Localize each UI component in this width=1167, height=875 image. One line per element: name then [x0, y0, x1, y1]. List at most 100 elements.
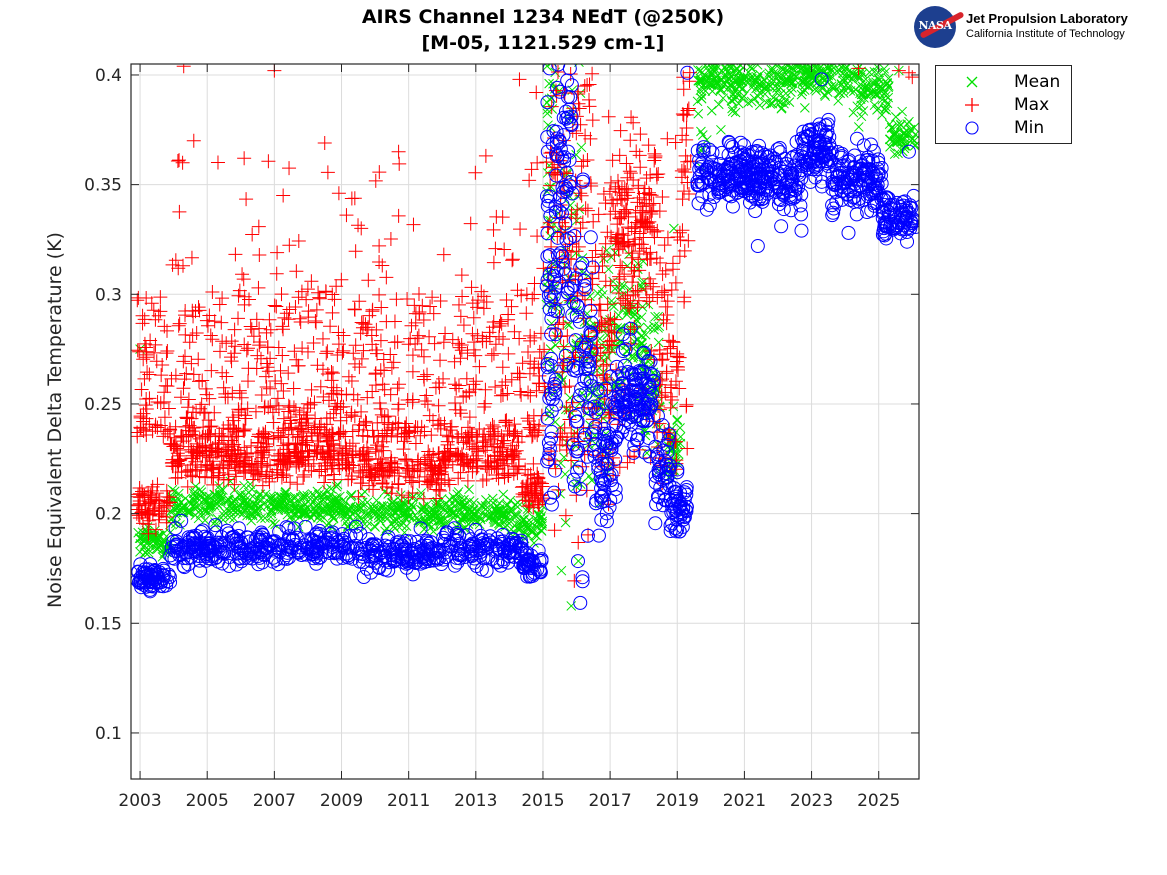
max-marker — [241, 341, 256, 356]
mean-marker — [381, 523, 392, 534]
mean-marker — [811, 85, 822, 96]
jpl-logo: NASA Jet Propulsion Laboratory Californi… — [912, 4, 1162, 48]
mean-marker — [831, 66, 842, 77]
mean-marker — [699, 53, 708, 62]
max-marker — [673, 37, 687, 51]
mean-marker — [494, 514, 505, 525]
max-marker — [433, 353, 448, 368]
mean-marker — [312, 503, 323, 513]
max-marker — [527, 276, 542, 291]
max-marker — [433, 294, 448, 309]
max-marker — [139, 350, 154, 365]
max-marker — [679, 397, 694, 412]
mean-marker — [390, 513, 400, 524]
mean-marker — [265, 498, 275, 509]
max-marker — [551, 482, 566, 497]
mean-marker — [725, 53, 734, 62]
chart-title-block: AIRS Channel 1234 NEdT (@250K) [M-05, 11… — [220, 4, 866, 56]
max-marker — [203, 328, 218, 343]
max-marker — [291, 233, 306, 248]
max-marker — [303, 397, 318, 412]
max-marker — [184, 250, 199, 265]
mean-marker — [544, 52, 553, 61]
mean-marker — [890, 111, 901, 122]
max-marker — [663, 389, 678, 404]
max-marker — [660, 294, 675, 309]
mean-marker — [762, 43, 771, 52]
mean-marker — [447, 508, 457, 519]
max-marker — [164, 456, 179, 471]
max-marker — [582, 92, 597, 107]
mean-marker — [793, 64, 804, 65]
min-marker — [567, 228, 582, 243]
max-marker — [466, 342, 481, 357]
mean-marker — [265, 493, 276, 504]
mean-marker — [840, 64, 851, 73]
mean-marker — [249, 499, 259, 509]
mean-marker — [291, 501, 301, 512]
max-marker — [464, 280, 479, 295]
mean-marker — [200, 515, 210, 526]
max-marker — [451, 471, 466, 486]
max-marker — [391, 144, 406, 159]
mean-marker — [547, 5, 556, 14]
mean-marker — [189, 500, 200, 511]
max-marker — [513, 384, 528, 399]
mean-marker — [837, 53, 846, 62]
max-marker — [292, 311, 307, 326]
mean-marker — [341, 516, 352, 527]
max-marker — [300, 344, 315, 359]
max-marker — [372, 254, 387, 269]
mean-marker — [307, 489, 318, 499]
max-marker — [419, 388, 434, 403]
mean-marker — [497, 508, 508, 519]
mean-marker — [704, 54, 713, 63]
max-marker — [657, 283, 672, 298]
mean-marker — [718, 93, 728, 104]
max-marker — [313, 379, 328, 394]
max-marker — [142, 417, 157, 432]
mean-marker — [331, 481, 342, 492]
mean-marker — [440, 514, 450, 524]
mean-marker — [529, 538, 539, 548]
max-marker — [149, 354, 164, 369]
mean-marker — [542, 64, 552, 71]
mean-marker — [675, 423, 685, 433]
max-marker — [282, 161, 297, 176]
max-marker — [580, 153, 595, 168]
max-marker — [210, 155, 225, 170]
mean-marker — [764, 68, 775, 78]
max-marker — [231, 311, 246, 326]
max-marker — [451, 378, 466, 393]
max-marker — [672, 350, 687, 365]
mean-marker — [373, 513, 384, 524]
mean-marker — [291, 503, 301, 514]
mean-marker — [709, 53, 718, 62]
mean-marker — [328, 513, 339, 523]
max-marker — [377, 426, 392, 441]
mean-marker — [392, 515, 402, 525]
mean-marker — [771, 87, 782, 98]
mean-marker — [697, 67, 707, 78]
mean-marker — [534, 509, 544, 520]
mean-marker — [571, 149, 582, 160]
mean-marker — [379, 486, 390, 497]
plot-markers — [131, 5, 919, 611]
mean-marker — [407, 513, 418, 523]
mean-marker — [387, 498, 397, 508]
mean-marker — [737, 93, 747, 104]
mean-marker — [560, 517, 571, 528]
mean-marker — [515, 520, 525, 531]
max-marker — [436, 335, 451, 350]
mean-marker — [790, 70, 801, 81]
max-marker — [361, 273, 376, 288]
max-marker — [574, 188, 589, 203]
mean-marker — [197, 492, 208, 502]
max-marker — [300, 401, 315, 416]
nasa-emblem-text: NASA — [918, 19, 952, 32]
max-marker — [447, 354, 462, 369]
max-marker — [424, 428, 439, 443]
max-marker — [436, 247, 451, 262]
max-marker — [224, 354, 239, 369]
grid-lines — [131, 64, 919, 779]
